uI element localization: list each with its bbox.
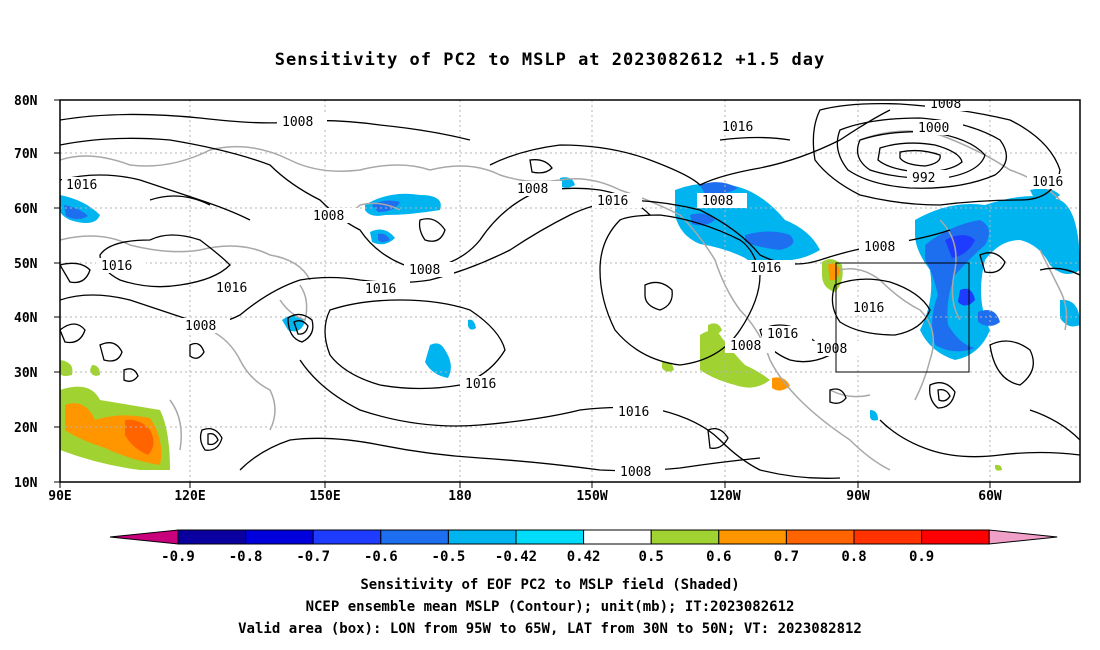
- colorbar-segment: [245, 529, 314, 545]
- tick-marks: [54, 99, 991, 488]
- note-line: Valid area (box): LON from 95W to 65W, L…: [238, 621, 862, 637]
- lat-label: 20N: [14, 421, 38, 436]
- contour-label: 1016: [853, 301, 884, 316]
- contour-label: 1016: [597, 194, 628, 209]
- lon-label: 120E: [174, 489, 205, 504]
- colorbar-segment: [312, 529, 382, 545]
- valid-area-box: [835, 262, 970, 373]
- lon-label: 90W: [846, 489, 870, 504]
- contour-label: 1008: [816, 342, 847, 357]
- map-title: Sensitivity of PC2 to MSLP at 2023082612…: [274, 50, 826, 70]
- figure-notes: Sensitivity of EOF PC2 to MSLP field (Sh…: [0, 574, 1100, 640]
- contour-label: 1016: [1032, 175, 1063, 190]
- lon-label: 60W: [978, 489, 1002, 504]
- contour-label: 992: [912, 171, 935, 186]
- note-line: Sensitivity of EOF PC2 to MSLP field (Sh…: [360, 577, 740, 593]
- lon-labels: 90E 120E 150E 180 150W 120W 90W 60W: [48, 489, 1002, 504]
- contour-label: 1008: [185, 319, 216, 334]
- contour-label: 1008: [282, 115, 313, 130]
- contour-label: 1016: [216, 281, 247, 296]
- colorbar-tick-label: 0.7: [774, 549, 799, 565]
- contour-label: 1016: [465, 377, 496, 392]
- colorbar-segment: [853, 529, 923, 545]
- contour-label: 1000: [918, 121, 949, 136]
- colorbar-tick-label: 0.6: [706, 549, 731, 565]
- colorbar-tick-label: -0.8: [229, 549, 263, 565]
- contour-label: 1008: [864, 240, 895, 255]
- colorbar-segment: [583, 529, 652, 545]
- colorbar-min-triangle: [109, 529, 179, 545]
- colorbar-segment: [447, 529, 517, 545]
- colorbar-tick-label: 0.8: [841, 549, 866, 565]
- map-plot-area: 1008 1016 1008 1000 992 1016 1016 1008 1…: [60, 97, 1080, 482]
- contour-label: 1016: [722, 120, 753, 135]
- lon-label: 120W: [709, 489, 740, 504]
- colorbar-tick-label: -0.7: [296, 549, 330, 565]
- colorbar-tick-label: -0.9: [161, 549, 195, 565]
- colorbar-segment: [177, 529, 247, 545]
- contour-label: 1008: [702, 194, 733, 209]
- contour-label: 1016: [66, 178, 97, 193]
- colorbar-segment: [921, 529, 990, 545]
- colorbar-max-triangle: [988, 529, 1058, 545]
- colorbar-tick-label: -0.6: [364, 549, 398, 565]
- coastlines: [60, 130, 1068, 471]
- lat-label: 70N: [14, 147, 38, 162]
- colorbar-tick-label: 0.5: [639, 549, 664, 565]
- colorbar: -0.9 -0.8 -0.7 -0.6 -0.5 -0.42 0.42 0.5 0.6 0.7 0.…: [109, 529, 1058, 565]
- lon-label: 90E: [48, 489, 71, 504]
- contour-label: 1008: [313, 209, 344, 224]
- colorbar-segment: [380, 529, 449, 545]
- lat-labels: 80N 70N 60N 50N 40N 30N 20N 10N: [14, 94, 38, 491]
- colorbar-tick-label: 0.9: [909, 549, 934, 565]
- shade-orange: [65, 403, 162, 465]
- contour-label: 1008: [517, 182, 548, 197]
- lon-label: 180: [448, 489, 472, 504]
- colorbar-tick-label: -0.42: [495, 549, 537, 565]
- lon-label: 150W: [576, 489, 607, 504]
- contour-label: 1016: [618, 405, 649, 420]
- lat-label: 10N: [14, 476, 38, 491]
- colorbar-segment: [785, 529, 855, 545]
- colorbar-tick-label: -0.5: [432, 549, 466, 565]
- colorbar-segment: [515, 529, 585, 545]
- lat-label: 40N: [14, 311, 38, 326]
- contour-labels: 1008 1016 1008 1000 992 1016 1016 1008 1…: [62, 97, 1077, 480]
- contour-label: 1016: [365, 282, 396, 297]
- contour-label: 1008: [620, 465, 651, 480]
- shade-orangered: [125, 419, 154, 455]
- lat-label: 30N: [14, 366, 38, 381]
- lat-label: 80N: [14, 94, 38, 109]
- contour-label: 1016: [750, 261, 781, 276]
- lat-label: 50N: [14, 257, 38, 272]
- lat-label: 60N: [14, 202, 38, 217]
- map-frame: [59, 99, 1081, 483]
- contour-label: 1008: [730, 339, 761, 354]
- note-line: NCEP ensemble mean MSLP (Contour); unit(…: [305, 599, 795, 615]
- colorbar-segment: [718, 529, 787, 545]
- contour-label: 1008: [930, 97, 961, 112]
- contour-label: 1008: [409, 263, 440, 278]
- contour-label: 1016: [101, 259, 132, 274]
- colorbar-segment: [650, 529, 720, 545]
- colorbar-tick-label: 0.42: [567, 549, 601, 565]
- lon-label: 150E: [309, 489, 340, 504]
